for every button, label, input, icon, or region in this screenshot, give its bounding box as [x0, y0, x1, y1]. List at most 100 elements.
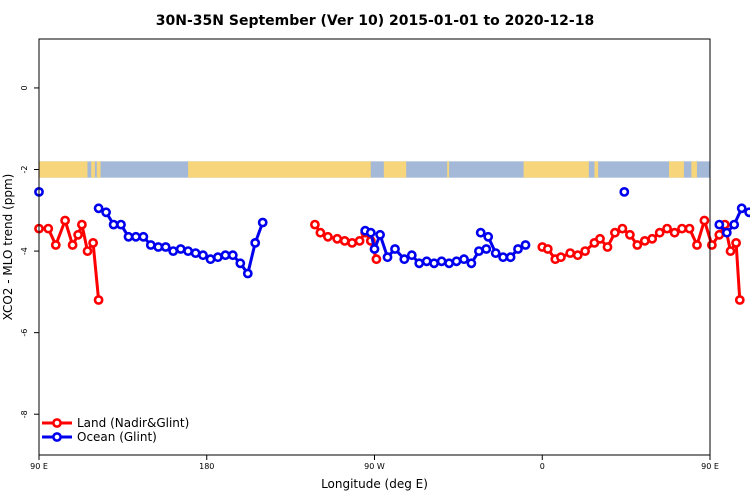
ocean-point-3-6 [520, 240, 531, 250]
land-point-0-5 [73, 229, 83, 240]
land-segment-9 [691, 161, 697, 178]
land-ocean-mask [39, 161, 710, 178]
land-segment-5 [447, 161, 450, 178]
ocean-point-1-6 [138, 231, 149, 242]
land-point-1-0 [309, 219, 320, 230]
ocean-point-5-0 [714, 219, 725, 230]
ocean-point-2-14 [459, 254, 469, 265]
ocean-point-3-3 [498, 252, 508, 263]
y-tick-label-3: -6 [20, 329, 29, 337]
ocean-point-3-1 [483, 231, 494, 242]
land-point-2-27 [731, 237, 741, 248]
land-line-0 [39, 219, 101, 301]
land-point-2-3 [556, 252, 566, 263]
ocean-point-2-4 [382, 252, 393, 263]
legend: Land (Nadir&Glint) Ocean (Glint) [42, 416, 189, 444]
x-tick-label-3: 0 [540, 462, 545, 471]
ocean-point-2-6 [399, 254, 410, 265]
x-tick-label-2: 90 W [364, 462, 385, 471]
land-point-2-1 [542, 244, 553, 254]
land-point-1-4 [339, 235, 350, 246]
land-point-2-6 [580, 246, 590, 256]
land-point-2-8 [595, 233, 605, 244]
ocean-point-5-1 [721, 227, 732, 238]
land-point-1-2 [322, 231, 333, 242]
ocean-point-1-9 [160, 242, 171, 252]
ocean-point-3-2 [490, 248, 501, 258]
legend-ocean-marker [52, 432, 62, 442]
y-axis-label: XCO2 - MLO trend (ppm) [1, 174, 15, 321]
ocean-point-1-15 [205, 254, 216, 265]
land-point-2-20 [684, 223, 695, 234]
land-point-2-19 [677, 223, 687, 234]
land-point-1-6 [354, 235, 365, 246]
land-point-2-9 [602, 242, 613, 252]
plot-frame [38, 38, 711, 456]
ocean-point-2-7 [406, 250, 417, 261]
land-segment-3 [188, 161, 371, 178]
ocean-point-2-12 [444, 258, 454, 269]
ocean-point-2-3 [375, 229, 385, 240]
land-point-2-28 [734, 295, 745, 305]
ocean-point-3-4 [505, 252, 516, 263]
land-point-2-12 [625, 229, 635, 240]
ocean-point-1-19 [235, 258, 246, 269]
x-tick-label-1: 180 [199, 462, 214, 471]
land-segment-7 [594, 161, 599, 178]
ocean-point-1-18 [227, 250, 238, 261]
ocean-point-4-0 [619, 186, 630, 197]
land-point-0-8 [88, 237, 98, 248]
ocean-point-2-2 [369, 244, 380, 254]
ocean-point-2-8 [414, 258, 425, 269]
ocean-point-1-16 [212, 252, 223, 263]
ocean-point-1-12 [183, 246, 193, 256]
land-point-2-18 [669, 227, 680, 238]
land-point-1-3 [332, 233, 343, 244]
ocean-point-5-2 [729, 219, 740, 230]
ocean-point-1-10 [168, 246, 179, 256]
land-point-0-4 [67, 240, 78, 250]
land-point-2-13 [632, 240, 643, 250]
legend-land-marker [52, 418, 62, 428]
y-tick-label-1: -2 [20, 166, 29, 174]
ocean-point-3-5 [513, 244, 523, 254]
ocean-point-2-9 [421, 256, 432, 267]
land-point-0-2 [50, 240, 61, 250]
land-point-2-4 [565, 248, 576, 258]
land-point-2-23 [707, 240, 717, 250]
land-point-0-3 [60, 215, 70, 226]
land-segment-6 [523, 161, 589, 178]
chart-title: 30N-35N September (Ver 10) 2015-01-01 to… [156, 13, 594, 29]
ocean-point-3-0 [475, 227, 486, 238]
land-point-0-7 [82, 246, 93, 256]
ocean-band [39, 161, 710, 178]
land-point-1-5 [347, 237, 357, 248]
land-point-0-1 [43, 223, 54, 234]
y-tick-label-2: -4 [20, 247, 29, 255]
land-point-1-1 [315, 227, 326, 238]
ocean-point-2-1 [365, 227, 376, 238]
ocean-point-1-5 [130, 231, 141, 242]
y-axis-ticks: 0 -2 -4 -6 -8 [20, 85, 39, 418]
land-segment-8 [668, 161, 684, 178]
x-tick-label-4: 90 E [701, 462, 719, 471]
ocean-point-5-3 [736, 203, 747, 214]
x-axis-label: Longitude (deg E) [321, 477, 428, 491]
series-layer [34, 186, 750, 305]
land-point-2-10 [610, 227, 620, 238]
y-tick-label-4: -8 [20, 410, 29, 418]
land-point-2-22 [699, 215, 710, 226]
legend-ocean-label: Ocean (Glint) [77, 430, 157, 444]
land-point-2-15 [647, 233, 658, 244]
ocean-point-2-15 [466, 258, 477, 269]
ocean-point-1-3 [116, 219, 126, 230]
land-point-0-9 [93, 295, 104, 305]
ocean-point-1-7 [145, 240, 156, 250]
ocean-point-2-17 [481, 244, 492, 254]
ocean-point-1-22 [257, 217, 268, 228]
ocean-point-2-13 [451, 256, 462, 267]
x-axis-ticks: 90 E 180 90 W 0 90 E [30, 455, 719, 471]
land-point-2-21 [692, 240, 702, 250]
land-segment-1 [91, 161, 95, 178]
